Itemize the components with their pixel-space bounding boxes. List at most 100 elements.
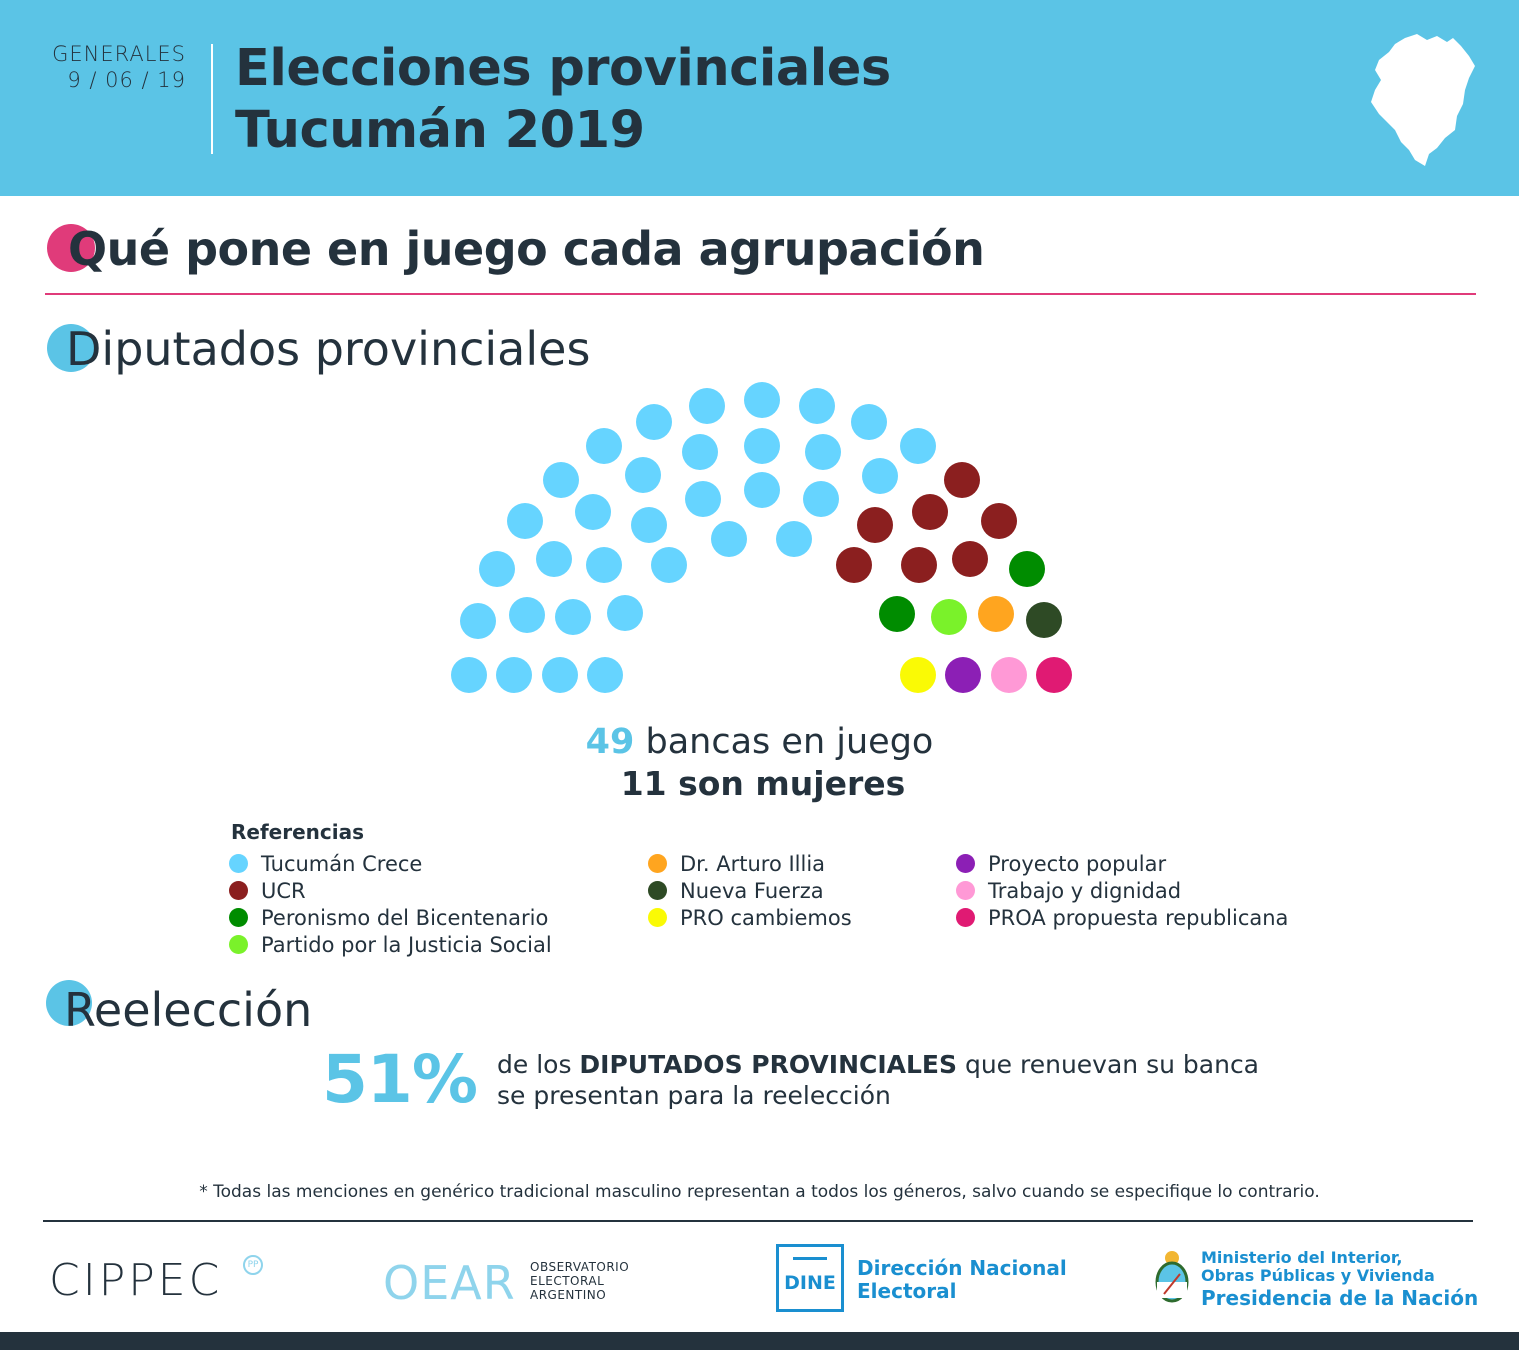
dine-name: Dirección Nacional Electoral bbox=[857, 1257, 1067, 1303]
legend-label: Tucumán Crece bbox=[261, 851, 423, 876]
footer-divider bbox=[43, 1220, 1473, 1222]
reelection-line1: de los DIPUTADOS PROVINCIALES que renuev… bbox=[497, 1049, 1259, 1080]
legend-swatch bbox=[229, 854, 248, 873]
reelection-percent: 51% bbox=[322, 1041, 478, 1118]
parliament-seat bbox=[555, 599, 591, 635]
legend-column-3: Proyecto popular Trabajo y dignidad PROA p… bbox=[956, 850, 1288, 931]
parliament-seat bbox=[625, 457, 661, 493]
legend-label: PRO cambiemos bbox=[680, 905, 852, 930]
legend-swatch bbox=[229, 881, 248, 900]
parliament-seat bbox=[900, 428, 936, 464]
parliament-seat bbox=[836, 547, 872, 583]
reelection-description: de los DIPUTADOS PROVINCIALES que renuev… bbox=[497, 1049, 1259, 1111]
footnote: * Todas las menciones en genérico tradic… bbox=[199, 1182, 1320, 1202]
section-bullet-pink bbox=[47, 224, 95, 272]
parliament-seat bbox=[542, 657, 578, 693]
legend-swatch bbox=[229, 935, 248, 954]
oear-logo: OEAR bbox=[383, 1256, 516, 1310]
page-title-line2: Tucumán 2019 bbox=[235, 101, 645, 160]
reelection-line2: se presentan para la reelección bbox=[497, 1081, 891, 1110]
legend-label: Partido por la Justicia Social bbox=[261, 932, 552, 957]
legend-label: Trabajo y dignidad bbox=[988, 878, 1182, 903]
dine-logo-text: DINE bbox=[784, 1272, 836, 1294]
legend-column-2: Dr. Arturo Illia Nueva Fuerza PRO cambiemo… bbox=[648, 850, 852, 931]
tucuman-map-icon bbox=[1371, 34, 1475, 166]
reelection-bold: DIPUTADOS PROVINCIALES bbox=[579, 1050, 958, 1079]
seats-count: 49 bbox=[585, 722, 635, 762]
legend-title: Referencias bbox=[231, 820, 365, 844]
section-bullet-blue-2 bbox=[46, 980, 92, 1026]
parliament-seat bbox=[981, 503, 1017, 539]
section-bullet-blue bbox=[47, 324, 95, 372]
legend-item: Partido por la Justicia Social bbox=[229, 931, 552, 958]
legend-label: Proyecto popular bbox=[988, 851, 1167, 876]
legend-item: Proyecto popular bbox=[956, 850, 1288, 877]
legend-swatch bbox=[648, 854, 667, 873]
legend-item: PROA propuesta republicana bbox=[956, 904, 1288, 931]
parliament-seat bbox=[651, 547, 687, 583]
parliament-seat bbox=[451, 657, 487, 693]
parliament-seat bbox=[978, 596, 1014, 632]
parliament-seat bbox=[879, 596, 915, 632]
parliament-seat bbox=[586, 428, 622, 464]
legend-label: UCR bbox=[261, 878, 306, 903]
legend-column-1: Tucumán Crece UCR Peronismo del Bicentenar… bbox=[229, 850, 552, 958]
oear-sub-line3: ARGENTINO bbox=[530, 1288, 607, 1302]
legend-label: PROA propuesta republicana bbox=[988, 905, 1289, 930]
legend-swatch bbox=[648, 908, 667, 927]
reelection-post: que renuevan su banca bbox=[957, 1050, 1260, 1079]
section-divider bbox=[45, 293, 1476, 295]
parliament-seat bbox=[945, 657, 981, 693]
legend-item: Trabajo y dignidad bbox=[956, 877, 1288, 904]
election-date: 9 / 06 / 19 bbox=[67, 68, 186, 92]
parliament-seat bbox=[607, 595, 643, 631]
dine-name-line1: Dirección Nacional bbox=[857, 1256, 1067, 1280]
header-banner: GENERALES 9 / 06 / 19 Elecciones provinc… bbox=[0, 0, 1519, 196]
parliament-seat bbox=[803, 481, 839, 517]
dine-logo-box bbox=[776, 1244, 844, 1312]
ministry-line2: Obras Públicas y Vivienda bbox=[1201, 1266, 1435, 1285]
legend-swatch bbox=[956, 881, 975, 900]
legend-item: UCR bbox=[229, 877, 552, 904]
legend-label: Peronismo del Bicentenario bbox=[261, 905, 549, 930]
dine-logo-bar bbox=[793, 1257, 827, 1260]
parliament-seat-chart bbox=[451, 382, 1072, 693]
parliament-seat bbox=[682, 434, 718, 470]
parliament-seat bbox=[744, 472, 780, 508]
parliament-seat bbox=[586, 547, 622, 583]
parliament-seat bbox=[543, 462, 579, 498]
parliament-seat bbox=[587, 657, 623, 693]
parliament-seat bbox=[931, 599, 967, 635]
parliament-seat bbox=[799, 388, 835, 424]
legend-swatch bbox=[956, 908, 975, 927]
header-divider bbox=[211, 44, 213, 154]
national-coat-of-arms-icon bbox=[1155, 1251, 1189, 1303]
page-title-line1: Elecciones provinciales bbox=[235, 39, 891, 98]
election-type-label: GENERALES bbox=[52, 42, 186, 66]
parliament-seat bbox=[851, 404, 887, 440]
cippec-logo: CIPPEC bbox=[49, 1255, 223, 1306]
presidency-line: Presidencia de la Nación bbox=[1201, 1286, 1479, 1310]
section-title-reeleccion: Reelección bbox=[64, 983, 313, 1037]
dine-name-line2: Electoral bbox=[857, 1279, 957, 1303]
ministry-name: Ministerio del Interior, Obras Públicas … bbox=[1201, 1249, 1478, 1311]
legend-item: Tucumán Crece bbox=[229, 850, 552, 877]
parliament-seat bbox=[944, 462, 980, 498]
parliament-seat bbox=[631, 507, 667, 543]
parliament-seat bbox=[901, 547, 937, 583]
ministry-line1: Ministerio del Interior, bbox=[1201, 1248, 1403, 1267]
oear-sub-line1: OBSERVATORIO bbox=[530, 1260, 630, 1274]
legend-swatch bbox=[229, 908, 248, 927]
parliament-seat bbox=[509, 597, 545, 633]
parliament-seat bbox=[685, 481, 721, 517]
parliament-seat bbox=[479, 551, 515, 587]
parliament-seat bbox=[744, 428, 780, 464]
oear-subtitle: OBSERVATORIO ELECTORAL ARGENTINO bbox=[530, 1260, 629, 1302]
parliament-seat bbox=[952, 541, 988, 577]
legend-swatch bbox=[648, 881, 667, 900]
parliament-seat bbox=[507, 503, 543, 539]
parliament-seat bbox=[636, 404, 672, 440]
parliament-seat bbox=[1026, 602, 1062, 638]
cippec-badge: PP bbox=[243, 1255, 263, 1275]
parliament-seat bbox=[460, 603, 496, 639]
